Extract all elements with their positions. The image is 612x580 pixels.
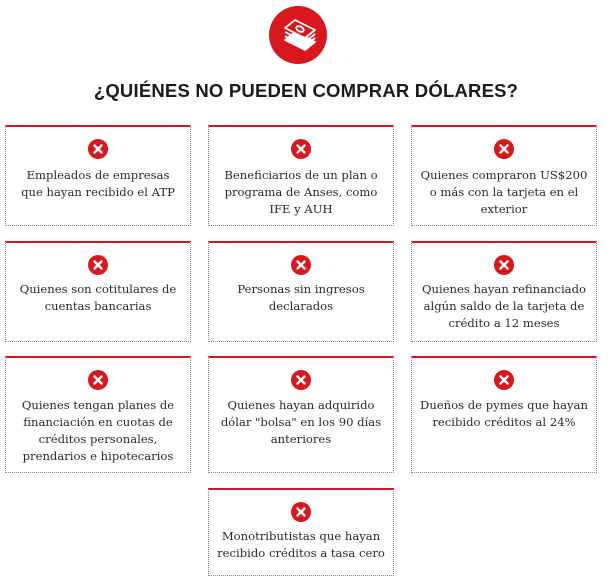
close-icon	[494, 139, 514, 159]
card-monotributistas: Monotributistas que hayan recibido crédi…	[208, 488, 394, 576]
card-anses: Beneficiarios de un plan o programa de A…	[208, 125, 394, 226]
card-sin-ingresos: Personas sin ingresos declarados	[208, 241, 394, 342]
card-text: Quienes compraron US$200 o más con la ta…	[420, 168, 588, 216]
card-pymes: Dueños de pymes que hayan recibido crédi…	[411, 356, 597, 473]
card-atp: Empleados de empresas que hayan recibido…	[5, 125, 191, 226]
close-icon	[494, 370, 514, 390]
card-dolar-bolsa: Quienes hayan adquirido dólar "bolsa" en…	[208, 356, 394, 473]
close-icon	[291, 139, 311, 159]
close-icon	[494, 255, 514, 275]
card-text: Monotributistas que hayan recibido crédi…	[217, 529, 385, 560]
card-text: Dueños de pymes que hayan recibido crédi…	[420, 398, 588, 429]
card-text: Beneficiarios de un plan o programa de A…	[224, 168, 378, 216]
card-text: Personas sin ingresos declarados	[237, 282, 365, 313]
card-text: Empleados de empresas que hayan recibido…	[21, 168, 175, 199]
card-cotitulares: Quienes son cotitulares de cuentas banca…	[5, 241, 191, 342]
close-icon	[291, 502, 311, 522]
close-icon	[291, 255, 311, 275]
close-icon	[88, 139, 108, 159]
card-text: Quienes hayan refinanciado algún saldo d…	[422, 282, 586, 330]
money-stack-icon	[269, 6, 327, 64]
card-text: Quienes hayan adquirido dólar "bolsa" en…	[220, 398, 382, 446]
close-icon	[291, 370, 311, 390]
card-planes-financiacion: Quienes tengan planes de financiación en…	[5, 356, 191, 473]
close-icon	[88, 255, 108, 275]
card-refinanciado: Quienes hayan refinanciado algún saldo d…	[411, 241, 597, 342]
card-tarjeta-exterior: Quienes compraron US$200 o más con la ta…	[411, 125, 597, 226]
page-title: ¿QUIÉNES NO PUEDEN COMPRAR DÓLARES?	[93, 80, 519, 101]
close-icon	[88, 370, 108, 390]
card-text: Quienes son cotitulares de cuentas banca…	[19, 282, 177, 313]
card-text: Quienes tengan planes de financiación en…	[21, 398, 175, 463]
